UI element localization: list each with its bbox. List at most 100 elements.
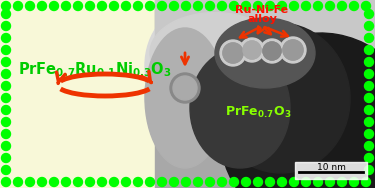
Bar (295, 162, 367, 179)
Circle shape (364, 10, 374, 18)
Circle shape (362, 177, 370, 186)
Circle shape (290, 177, 298, 186)
Circle shape (364, 21, 374, 30)
Text: alloy: alloy (247, 14, 277, 24)
Circle shape (364, 45, 374, 55)
Circle shape (134, 177, 142, 186)
Ellipse shape (145, 28, 225, 168)
Circle shape (338, 177, 346, 186)
Circle shape (13, 2, 22, 11)
Circle shape (2, 10, 10, 18)
Circle shape (364, 130, 374, 139)
Circle shape (86, 177, 94, 186)
Circle shape (350, 2, 358, 11)
Circle shape (2, 165, 10, 174)
Circle shape (263, 42, 281, 60)
Circle shape (278, 177, 286, 186)
Circle shape (194, 177, 202, 186)
Ellipse shape (145, 49, 205, 139)
Circle shape (50, 177, 58, 186)
Circle shape (74, 177, 82, 186)
Circle shape (206, 177, 214, 186)
Circle shape (230, 2, 238, 11)
Circle shape (302, 2, 310, 11)
Circle shape (2, 153, 10, 162)
Text: $\mathbf{PrFe_{0.7}O_3}$: $\mathbf{PrFe_{0.7}O_3}$ (225, 105, 291, 120)
Circle shape (2, 58, 10, 67)
Circle shape (13, 177, 22, 186)
Circle shape (230, 177, 238, 186)
Circle shape (2, 33, 10, 42)
Circle shape (2, 118, 10, 127)
Circle shape (364, 118, 374, 127)
Circle shape (364, 33, 374, 42)
Circle shape (2, 82, 10, 90)
Circle shape (283, 40, 303, 60)
Circle shape (326, 2, 334, 11)
Circle shape (217, 2, 226, 11)
Circle shape (122, 177, 130, 186)
Circle shape (62, 177, 70, 186)
Circle shape (364, 165, 374, 174)
Circle shape (122, 2, 130, 11)
Circle shape (278, 2, 286, 11)
Circle shape (110, 2, 118, 11)
Circle shape (364, 105, 374, 114)
Circle shape (364, 82, 374, 90)
Circle shape (2, 2, 10, 11)
Circle shape (2, 105, 10, 114)
Circle shape (62, 2, 70, 11)
Circle shape (170, 177, 178, 186)
Circle shape (364, 142, 374, 151)
Circle shape (182, 177, 190, 186)
Circle shape (364, 93, 374, 102)
Circle shape (280, 37, 306, 63)
Ellipse shape (215, 18, 315, 88)
Ellipse shape (220, 33, 375, 188)
Circle shape (170, 2, 178, 11)
Circle shape (217, 177, 226, 186)
Circle shape (364, 153, 374, 162)
Circle shape (243, 41, 261, 59)
Circle shape (206, 2, 214, 11)
Circle shape (242, 177, 250, 186)
Circle shape (146, 177, 154, 186)
Circle shape (182, 2, 190, 11)
Circle shape (326, 177, 334, 186)
Circle shape (173, 76, 197, 100)
Ellipse shape (210, 23, 350, 173)
Circle shape (266, 2, 274, 11)
Circle shape (223, 43, 243, 63)
Circle shape (2, 21, 10, 30)
Circle shape (350, 177, 358, 186)
Circle shape (50, 2, 58, 11)
Circle shape (26, 2, 34, 11)
Circle shape (194, 2, 202, 11)
Bar (0, 0, 175, 188)
Circle shape (223, 43, 243, 63)
Circle shape (134, 2, 142, 11)
Circle shape (254, 177, 262, 186)
Circle shape (146, 2, 154, 11)
Circle shape (302, 177, 310, 186)
Text: Ru-Ni-Fe: Ru-Ni-Fe (236, 5, 289, 15)
Text: $\mathbf{PrFe_{0.7}Ru_{0.1}Ni_{0.3}O_3}$: $\mathbf{PrFe_{0.7}Ru_{0.1}Ni_{0.3}O_3}$ (18, 61, 172, 79)
Circle shape (260, 39, 284, 63)
Bar (155, 0, 375, 188)
Circle shape (26, 177, 34, 186)
Circle shape (170, 73, 200, 103)
Circle shape (220, 40, 246, 66)
Circle shape (110, 177, 118, 186)
Circle shape (254, 2, 262, 11)
Circle shape (362, 2, 370, 11)
Circle shape (2, 93, 10, 102)
Circle shape (364, 70, 374, 79)
Circle shape (98, 177, 106, 186)
Circle shape (2, 70, 10, 79)
Circle shape (158, 177, 166, 186)
Ellipse shape (190, 48, 290, 168)
Circle shape (243, 41, 261, 59)
Text: 10 nm: 10 nm (316, 162, 345, 171)
Circle shape (364, 58, 374, 67)
Circle shape (2, 142, 10, 151)
